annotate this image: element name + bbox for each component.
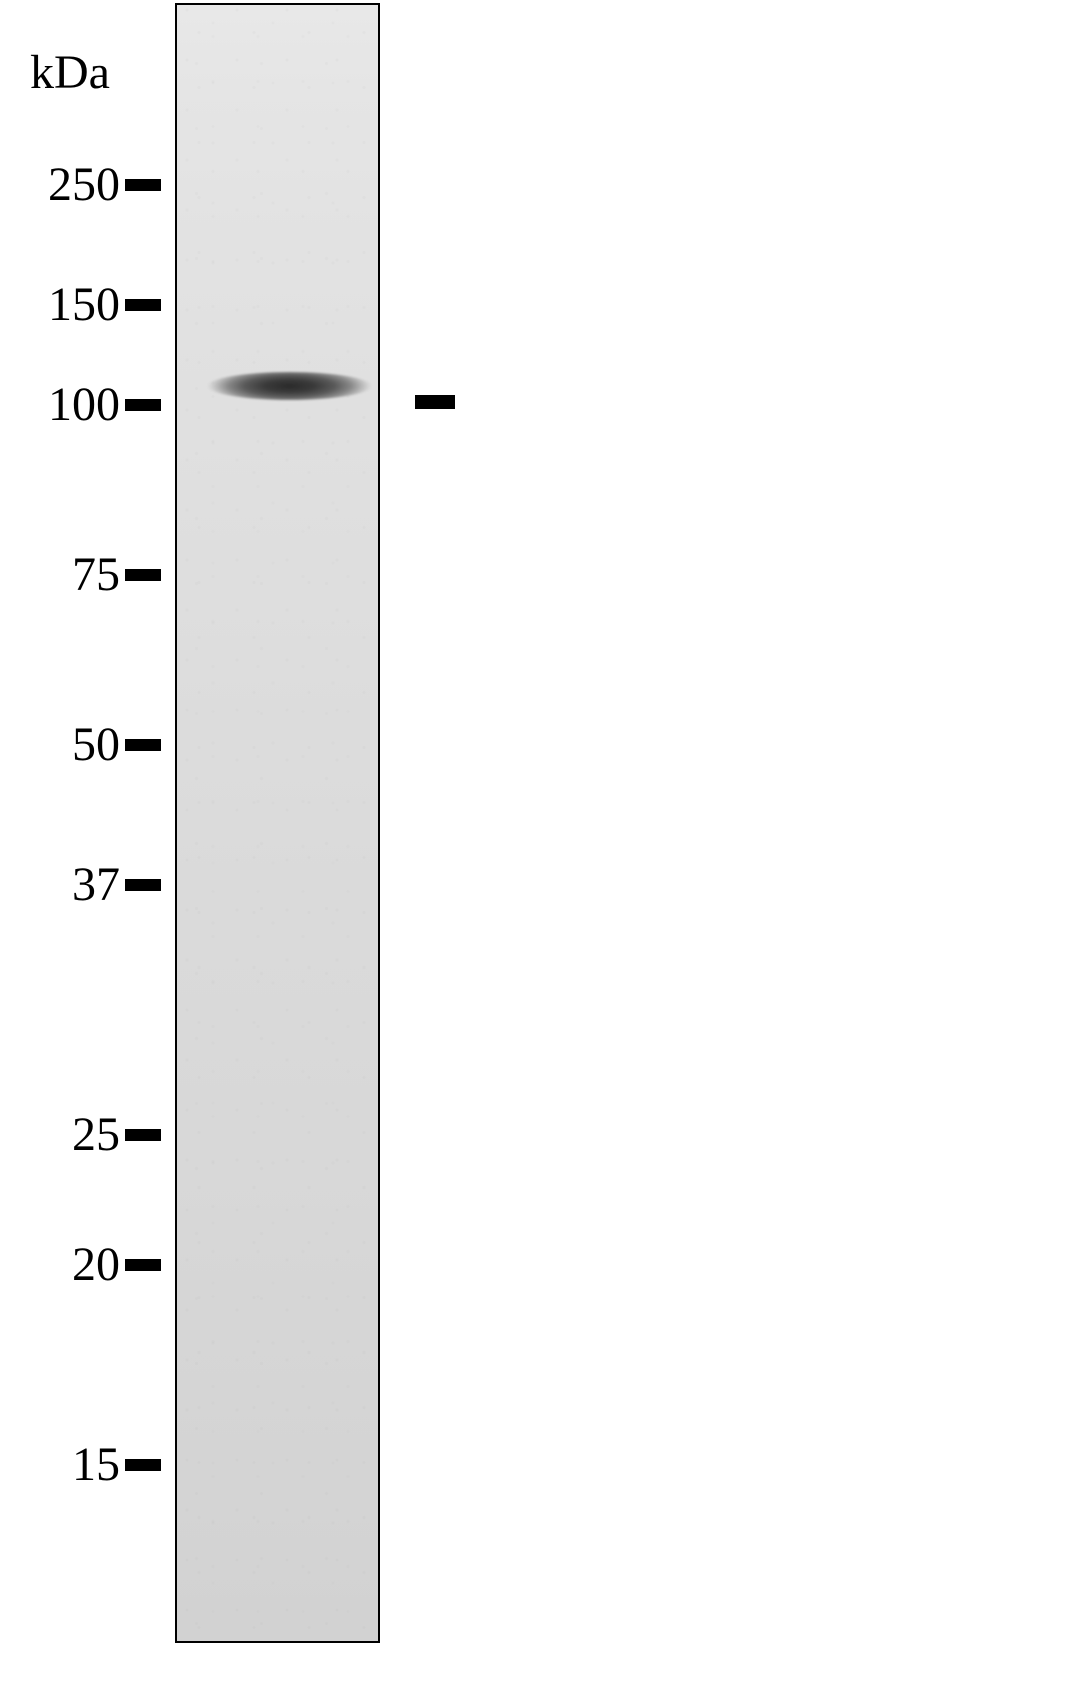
- marker-label-75: 75: [72, 547, 120, 602]
- marker-label-37: 37: [72, 857, 120, 912]
- marker-label-150: 150: [48, 277, 120, 332]
- protein-band: [207, 372, 372, 400]
- marker-tick-20: [125, 1259, 161, 1271]
- blot-lane: [175, 3, 380, 1643]
- unit-label: kDa: [30, 45, 110, 100]
- marker-label-15: 15: [72, 1437, 120, 1492]
- marker-label-50: 50: [72, 717, 120, 772]
- marker-tick-37: [125, 879, 161, 891]
- marker-tick-250: [125, 179, 161, 191]
- marker-label-25: 25: [72, 1107, 120, 1162]
- marker-tick-15: [125, 1459, 161, 1471]
- marker-label-100: 100: [48, 377, 120, 432]
- lane-texture: [177, 5, 378, 1641]
- marker-label-250: 250: [48, 157, 120, 212]
- marker-tick-150: [125, 299, 161, 311]
- marker-label-20: 20: [72, 1237, 120, 1292]
- marker-tick-25: [125, 1129, 161, 1141]
- marker-tick-75: [125, 569, 161, 581]
- marker-tick-50: [125, 739, 161, 751]
- marker-tick-100: [125, 399, 161, 411]
- western-blot-figure: kDa 250 150 100 75 50 37 25 20 15: [0, 0, 1080, 1695]
- band-indicator: [415, 395, 455, 409]
